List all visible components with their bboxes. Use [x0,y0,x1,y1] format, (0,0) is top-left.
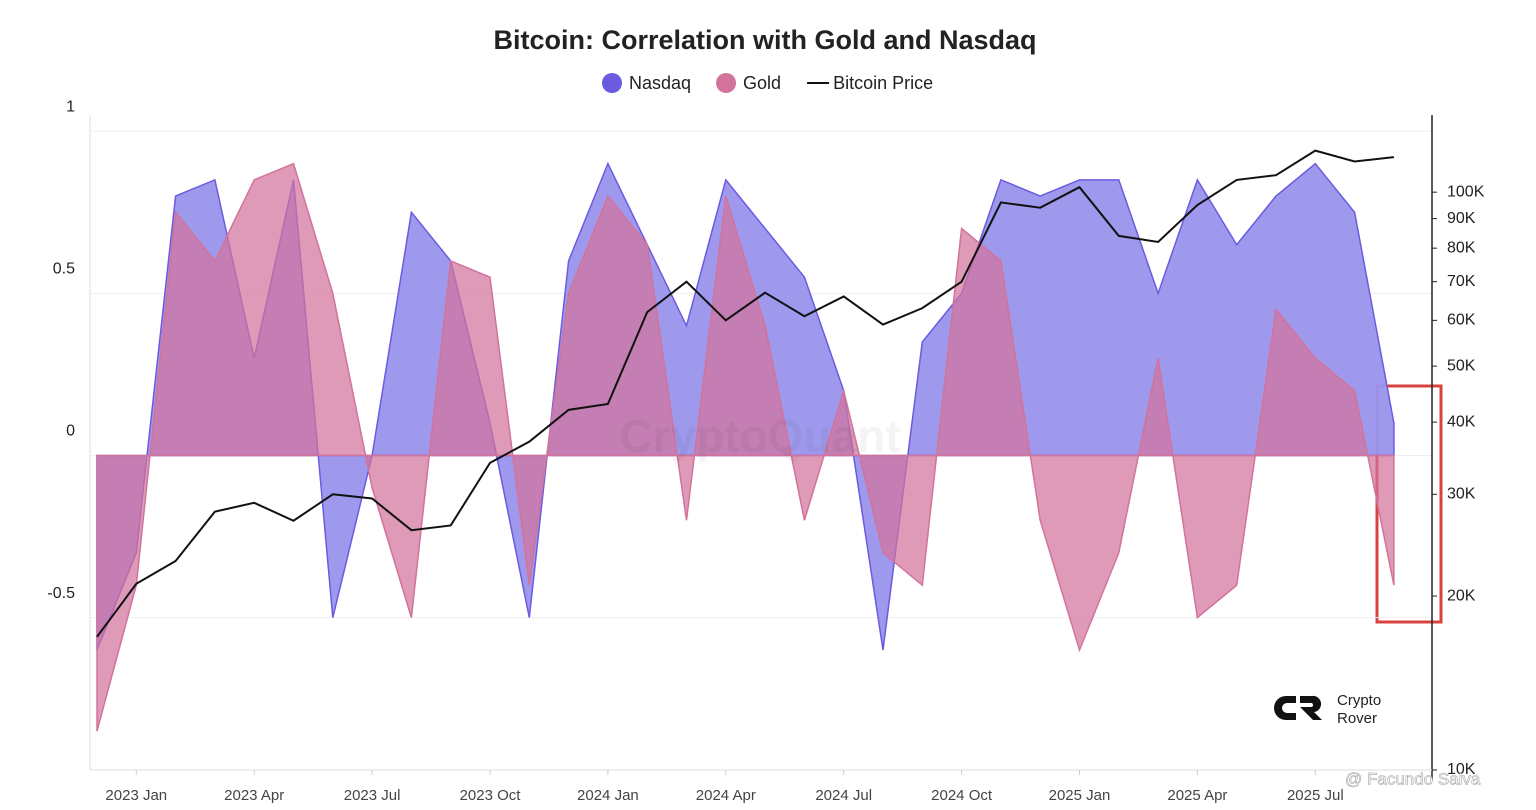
x-tick-label: 2025 Jan [1049,787,1111,804]
y2-tick-label: 80K [1447,239,1476,256]
logo-text: Rover [1337,710,1377,727]
y2-tick-label: 100K [1447,183,1485,200]
x-tick-label: 2024 Jan [577,787,639,804]
legend-label: Bitcoin Price [833,73,933,93]
x-tick-label: 2023 Jul [344,787,401,804]
x-tick-label: 2024 Oct [931,787,993,804]
logo-text: Crypto [1337,692,1381,709]
logo-icon [1274,695,1322,720]
price-line [96,149,1395,638]
x-tick-label: 2023 Apr [224,787,284,804]
y-tick-label: 0.5 [53,261,75,278]
credit-watermark: @ Facundo Saiva [1345,769,1481,788]
x-tick-label: 2025 Apr [1167,787,1227,804]
watermark: CryptoQuant [619,410,900,462]
y2-tick-label: 10K [1447,761,1476,778]
y2-tick-label: 70K [1447,273,1476,290]
y-tick-label: 0 [66,423,75,440]
y2-tick-label: 30K [1447,486,1476,503]
y2-tick-label: 60K [1447,312,1476,329]
rover-logo [1274,695,1322,720]
y2-tick-label: 50K [1447,357,1476,374]
plot-area [90,130,1432,732]
x-tick-label: 2023 Jan [105,787,167,804]
x-tick-label: 2025 Jul [1287,787,1344,804]
legend-swatch [716,73,737,93]
chart-title: Bitcoin: Correlation with Gold and Nasda… [493,25,1036,55]
y-tick-label: 1 [66,98,75,115]
y2-tick-label: 90K [1447,210,1476,227]
y2-tick-label: 20K [1447,587,1476,604]
y2-tick-label: 40K [1447,413,1476,430]
legend-label: Nasdaq [629,73,691,93]
x-tick-label: 2024 Apr [696,787,756,804]
y-tick-label: -0.5 [47,585,75,602]
correlation-area [96,162,1395,732]
x-tick-label: 2023 Oct [460,787,522,804]
legend-label: Gold [743,73,781,93]
x-tick-label: 2024 Jul [815,787,872,804]
legend-swatch [602,73,622,93]
